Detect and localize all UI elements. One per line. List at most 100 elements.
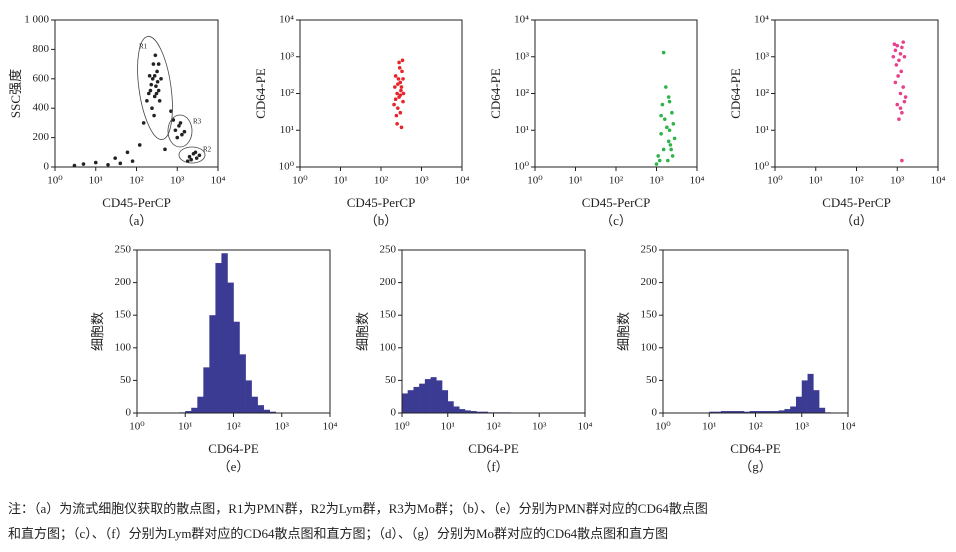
x-axis-label: CD45-PerCP	[347, 195, 416, 210]
plot-frame	[54, 19, 219, 168]
point	[897, 117, 901, 121]
gate-ellipse	[137, 36, 173, 140]
point	[894, 63, 899, 67]
bar	[767, 411, 774, 413]
point	[153, 53, 158, 58]
plot-frame	[299, 19, 463, 168]
y-tick-label: 10⁰	[514, 161, 530, 173]
x-tick-label: 10³	[275, 421, 290, 433]
y-tick-label: 10⁰	[279, 161, 295, 173]
point	[895, 102, 900, 107]
point	[393, 97, 398, 101]
point	[155, 69, 159, 74]
point	[396, 82, 400, 86]
x-tick-label: 10²	[609, 175, 624, 187]
point	[397, 66, 402, 70]
point	[665, 125, 669, 130]
bar	[720, 411, 727, 413]
point	[897, 58, 901, 63]
y-tick-label: 0	[44, 161, 50, 173]
point	[395, 121, 399, 126]
x-tick-label: 10³	[532, 421, 547, 433]
point	[163, 147, 167, 152]
point	[147, 74, 152, 78]
caption-line: 注：（a）为流式细胞仪获取的散点图，R1为PMN群，R2为Lym群，R3为Mo群…	[8, 501, 708, 517]
point	[125, 150, 130, 155]
point	[150, 106, 154, 110]
point	[155, 79, 160, 84]
point	[398, 110, 403, 115]
point	[395, 91, 399, 96]
point	[182, 129, 187, 134]
point	[152, 94, 157, 99]
x-axis-label: CD64-PE	[468, 441, 519, 456]
x-tick-label: 10³	[890, 175, 905, 187]
x-tick-label: 10²	[374, 175, 389, 187]
point	[396, 77, 401, 81]
point	[401, 91, 406, 96]
point	[399, 125, 404, 130]
point	[197, 153, 202, 158]
point	[900, 158, 904, 163]
bar	[436, 380, 443, 413]
bar	[430, 377, 437, 413]
x-tick-label: 10⁰	[47, 175, 63, 187]
point	[661, 147, 666, 152]
x-axis-label: CD64-PE	[730, 441, 781, 456]
bar	[245, 380, 252, 413]
point	[398, 93, 403, 97]
plot-frame	[136, 249, 331, 414]
bar	[215, 263, 222, 413]
point	[399, 85, 404, 89]
y-tick-label: 10²	[755, 87, 770, 99]
point	[672, 136, 677, 141]
point	[145, 99, 149, 103]
point	[898, 106, 903, 110]
point	[392, 102, 396, 107]
x-tick-label: 10⁴	[211, 175, 226, 187]
bar	[209, 315, 216, 413]
point	[400, 69, 404, 74]
y-tick-label: 50	[646, 374, 658, 386]
panel-label: （e）	[218, 459, 250, 474]
bar	[227, 282, 234, 413]
point	[657, 158, 662, 163]
y-tick-label: 50	[385, 374, 397, 386]
bar	[761, 411, 768, 413]
point	[178, 121, 183, 125]
point	[393, 74, 398, 78]
point	[895, 43, 900, 48]
plot-frame	[534, 19, 698, 168]
point	[668, 143, 673, 147]
bar	[743, 411, 751, 413]
y-tick-label: 50	[120, 374, 132, 386]
y-axis-label: 细胞数	[616, 312, 631, 351]
y-tick-label: 150	[641, 309, 658, 321]
bar	[453, 406, 460, 413]
x-tick-label: 10⁴	[323, 421, 338, 433]
x-tick-label: 10²	[486, 421, 501, 433]
y-tick-label: 800	[33, 43, 50, 55]
point	[401, 99, 405, 104]
y-tick-label: 0	[126, 407, 132, 419]
point	[156, 88, 161, 93]
point	[177, 124, 181, 128]
gate-ellipse	[178, 146, 206, 164]
bar	[476, 411, 483, 413]
point	[93, 160, 98, 165]
panel-label: （b）	[365, 213, 398, 228]
gate-label: R2	[203, 146, 212, 154]
point	[189, 157, 194, 162]
x-tick-label: 10¹	[178, 421, 192, 433]
y-tick-label: 200	[33, 131, 50, 143]
panel-label: （d）	[840, 213, 873, 228]
x-axis-label: CD45-PerCP	[822, 195, 891, 210]
y-tick-label: 100	[641, 341, 658, 353]
bar	[755, 411, 762, 413]
x-axis-label: CD64-PE	[208, 441, 259, 456]
point	[664, 85, 668, 89]
bar	[784, 409, 791, 413]
point	[401, 77, 405, 81]
point	[159, 77, 163, 81]
bar	[413, 386, 420, 413]
